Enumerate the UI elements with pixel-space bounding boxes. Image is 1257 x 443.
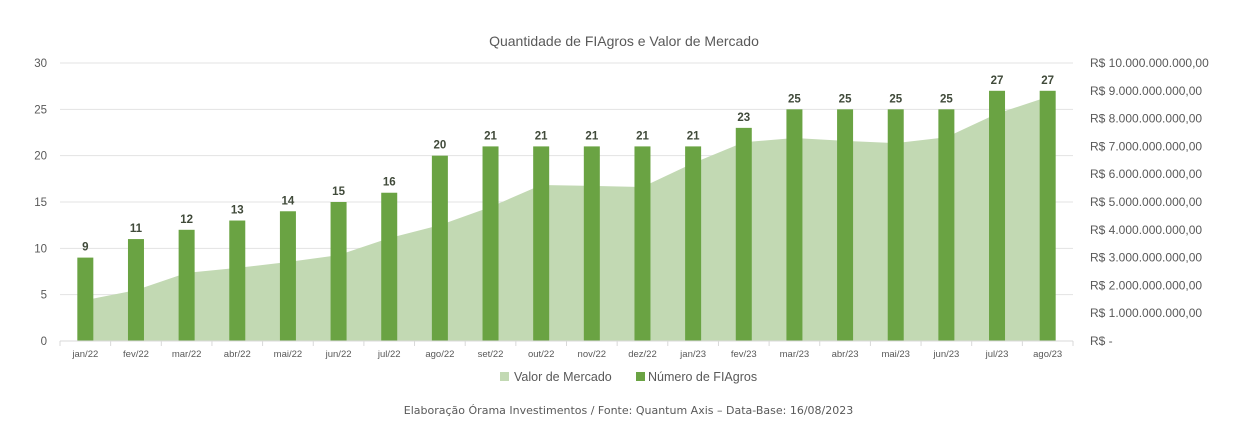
bar [583,146,600,341]
legend-label-numero-de-fiagros: Número de FIAgros [648,370,757,384]
right-axis-tick-label: R$ 4.000.000.000,00 [1090,223,1202,237]
x-axis-tick-label: ago/23 [1033,349,1062,360]
bar [229,220,246,341]
x-axis-tick-label: nov/22 [578,349,607,360]
bar-data-label: 25 [940,93,953,105]
chart: Quantidade de FIAgros e Valor de Mercado… [34,33,1209,384]
right-axis-tick-label: R$ 9.000.000.000,00 [1090,84,1202,98]
right-axis-tick-label: R$ 3.000.000.000,00 [1090,251,1202,265]
x-axis-tick-label: jan/23 [679,349,706,360]
bar [887,109,904,341]
bar [533,146,550,341]
right-axis: R$ - R$ 1.000.000.000,00 R$ 2.000.000.000,… [1090,56,1209,348]
bar [330,202,347,341]
bar [279,211,296,341]
bar-data-label: 11 [130,223,143,235]
bar [77,257,94,341]
bar-data-label: 21 [636,130,649,142]
source-footer: Elaboração Órama Investimentos / Fonte: … [403,404,854,417]
bar [989,90,1006,341]
left-axis-tick-label: 25 [34,104,47,116]
x-axis-tick-label: mar/23 [780,349,810,360]
x-axis-tick-label: mai/22 [274,349,303,360]
x-axis-tick-label: mar/22 [172,349,202,360]
x-axis-tick-label: dez/22 [628,349,657,360]
left-axis-tick-label: 30 [34,58,47,70]
x-axis-tick-label: jan/22 [71,349,98,360]
left-axis-tick-label: 10 [34,243,47,255]
x-axis-tick-label: mai/23 [881,349,910,360]
area-valor-de-mercado [85,96,1048,341]
bar [735,127,752,341]
legend-label-valor-de-mercado: Valor de Mercado [514,370,612,384]
bar [786,109,803,341]
right-axis-tick-label: R$ 7.000.000.000,00 [1090,139,1202,153]
x-axis-tick-label: out/22 [528,349,554,360]
bar-data-label: 16 [383,177,396,189]
bar-data-label: 21 [535,130,548,142]
bar-data-label: 21 [687,130,700,142]
bar-data-label: 20 [433,140,446,152]
bar-data-labels: 9 11 12 13 14 15 16 20 21 21 21 21 21 23 25 25 25 25 27 27 [82,75,1054,254]
right-axis-tick-label: R$ 8.000.000.000,00 [1090,112,1202,126]
bar-data-label: 15 [332,186,345,198]
bar [127,239,144,341]
legend-swatch-valor-de-mercado [500,372,509,381]
bar-data-label: 12 [180,214,193,226]
x-axis-tick-label: jul/22 [377,349,401,360]
x-axis-tick-label: abr/22 [224,349,251,360]
x-axis-tick-label: abr/23 [832,349,859,360]
bar-data-label: 25 [788,93,801,105]
left-axis: 0 5 10 15 20 25 30 [34,58,47,348]
bar-series-numero-de-fiagros [77,90,1056,341]
right-axis-tick-label: R$ 5.000.000.000,00 [1090,195,1202,209]
bar-data-label: 13 [231,205,244,217]
bar-data-label: 27 [991,75,1004,87]
legend-swatch-numero-de-fiagros [636,372,645,381]
x-axis-tick-label: jun/22 [325,349,352,360]
right-axis-tick-label: R$ 2.000.000.000,00 [1090,278,1202,292]
right-axis-tick-label: R$ - [1090,334,1113,348]
bar-data-label: 14 [282,195,295,207]
bar [938,109,955,341]
left-axis-tick-label: 20 [34,151,47,163]
bar [431,155,448,341]
x-axis-tick-label: fev/22 [123,349,149,360]
bar [1039,90,1056,341]
right-axis-tick-label: R$ 10.000.000.000,00 [1090,56,1209,70]
bar-data-label: 21 [484,130,497,142]
bar [837,109,854,341]
bar [634,146,651,341]
bar-data-label: 21 [585,130,598,142]
x-axis-tick-label: fev/23 [731,349,757,360]
x-axis-tick-label: ago/22 [425,349,454,360]
right-axis-tick-label: R$ 1.000.000.000,00 [1090,306,1202,320]
bar-data-label: 9 [82,242,88,254]
bar-data-label: 23 [737,112,750,124]
bar [381,192,398,341]
bar-data-label: 25 [839,93,852,105]
legend: Valor de Mercado Número de FIAgros [500,370,757,384]
left-axis-tick-label: 15 [34,197,47,209]
bar [685,146,702,341]
left-axis-tick-label: 0 [41,336,47,348]
x-axis: jan/22 fev/22 mar/22 abr/22 mai/22 jun/22 jul/… [59,340,1074,360]
x-axis-tick-label: jul/23 [985,349,1009,360]
bar-data-label: 27 [1041,75,1054,87]
area-series-valor-de-mercado [85,96,1048,341]
x-axis-tick-label: set/22 [478,349,504,360]
x-axis-tick-label: jun/23 [932,349,959,360]
bar-data-label: 25 [889,93,902,105]
bar [178,229,195,341]
left-axis-tick-label: 5 [41,290,47,302]
chart-title: Quantidade de FIAgros e Valor de Mercado [489,33,759,49]
right-axis-tick-label: R$ 6.000.000.000,00 [1090,167,1202,181]
bar [482,146,499,341]
